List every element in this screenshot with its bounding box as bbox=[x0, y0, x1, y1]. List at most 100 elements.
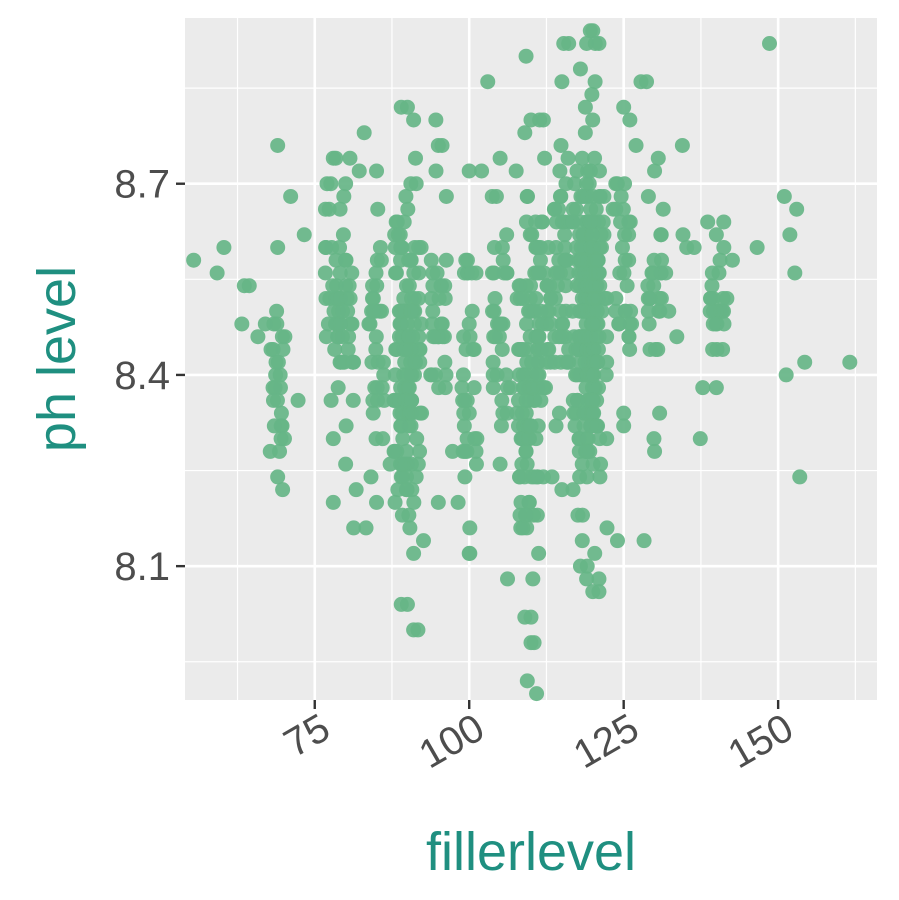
data-point bbox=[520, 431, 536, 447]
data-point bbox=[425, 329, 441, 345]
data-point bbox=[593, 239, 609, 255]
data-point bbox=[546, 201, 562, 217]
data-point bbox=[382, 456, 398, 472]
data-point bbox=[567, 176, 583, 192]
data-point bbox=[398, 456, 414, 472]
data-point bbox=[646, 252, 662, 268]
data-point bbox=[410, 622, 426, 638]
data-point bbox=[468, 456, 484, 472]
data-point bbox=[585, 112, 601, 128]
data-point bbox=[554, 316, 570, 332]
data-point bbox=[646, 431, 662, 447]
data-point bbox=[587, 545, 603, 561]
data-point bbox=[518, 48, 534, 64]
data-point bbox=[325, 494, 341, 510]
data-point bbox=[345, 392, 361, 408]
data-point bbox=[277, 329, 293, 345]
data-point bbox=[591, 380, 606, 396]
data-point bbox=[658, 265, 674, 281]
data-point bbox=[647, 163, 663, 179]
data-point bbox=[250, 329, 266, 345]
data-point bbox=[588, 252, 604, 268]
data-point bbox=[557, 227, 573, 243]
y-tick-label: 8.4 bbox=[114, 354, 170, 398]
data-point bbox=[489, 367, 505, 383]
data-point bbox=[653, 227, 669, 243]
data-point bbox=[577, 99, 593, 115]
data-point bbox=[521, 494, 537, 510]
data-point bbox=[640, 303, 656, 319]
data-point bbox=[330, 380, 346, 396]
data-point bbox=[669, 329, 685, 345]
data-point bbox=[462, 520, 478, 536]
data-point bbox=[533, 392, 549, 408]
data-point bbox=[565, 482, 581, 498]
data-point bbox=[636, 533, 652, 549]
x-tick-label: 125 bbox=[566, 706, 646, 777]
data-point bbox=[425, 265, 441, 281]
data-point bbox=[582, 23, 598, 39]
data-point bbox=[466, 380, 482, 396]
data-point bbox=[522, 227, 538, 243]
data-point bbox=[622, 316, 638, 332]
data-point bbox=[338, 278, 354, 294]
data-point bbox=[363, 469, 379, 485]
data-point bbox=[561, 354, 577, 370]
data-point bbox=[375, 431, 391, 447]
data-point bbox=[544, 469, 560, 485]
data-point bbox=[587, 74, 603, 90]
data-point bbox=[592, 469, 608, 485]
data-point bbox=[269, 316, 285, 332]
data-point bbox=[334, 329, 350, 345]
data-point bbox=[425, 303, 441, 319]
data-point bbox=[411, 329, 427, 345]
data-point bbox=[702, 303, 718, 319]
data-point bbox=[332, 201, 348, 217]
data-point bbox=[608, 176, 624, 192]
data-point bbox=[650, 150, 666, 166]
data-point bbox=[641, 316, 657, 332]
data-point bbox=[270, 354, 286, 370]
data-point bbox=[459, 431, 475, 447]
data-point bbox=[402, 341, 418, 357]
data-point bbox=[485, 354, 501, 370]
data-point bbox=[587, 290, 603, 306]
data-point bbox=[577, 329, 593, 345]
data-point bbox=[487, 290, 503, 306]
data-point bbox=[610, 533, 625, 549]
data-point bbox=[547, 354, 563, 370]
data-point bbox=[408, 469, 424, 485]
data-point bbox=[517, 507, 533, 523]
data-point bbox=[273, 405, 289, 421]
data-point bbox=[338, 176, 354, 192]
data-point bbox=[459, 252, 475, 268]
data-point bbox=[438, 188, 454, 204]
data-point bbox=[267, 380, 283, 396]
data-point bbox=[529, 367, 545, 383]
data-point bbox=[402, 520, 418, 536]
data-point bbox=[368, 341, 384, 357]
data-point bbox=[608, 303, 624, 319]
data-point bbox=[614, 239, 630, 255]
data-point bbox=[368, 329, 384, 345]
data-point bbox=[325, 431, 341, 447]
data-point bbox=[495, 252, 511, 268]
data-point bbox=[368, 265, 384, 281]
data-point bbox=[323, 392, 339, 408]
data-point bbox=[396, 214, 412, 230]
data-point bbox=[622, 341, 638, 357]
data-point bbox=[428, 112, 444, 128]
data-point bbox=[572, 61, 588, 77]
y-axis-title: ph level bbox=[27, 266, 87, 452]
data-point bbox=[186, 252, 202, 268]
data-point bbox=[652, 405, 668, 421]
x-tick-label: 75 bbox=[277, 706, 338, 766]
data-point bbox=[704, 278, 720, 294]
data-point bbox=[464, 303, 480, 319]
data-point bbox=[369, 392, 385, 408]
data-point bbox=[703, 290, 719, 306]
data-point bbox=[595, 214, 611, 230]
data-point bbox=[450, 494, 466, 510]
data-point bbox=[543, 316, 559, 332]
data-point bbox=[580, 431, 596, 447]
